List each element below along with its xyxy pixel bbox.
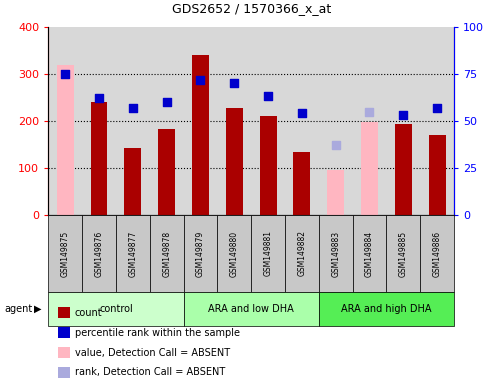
Bar bbox=[260, 116, 276, 215]
Text: count: count bbox=[75, 308, 102, 318]
Bar bbox=[125, 148, 142, 215]
Text: control: control bbox=[99, 304, 133, 314]
Bar bbox=[361, 122, 378, 215]
Text: GSM149886: GSM149886 bbox=[433, 230, 441, 276]
Point bbox=[433, 105, 441, 111]
Text: ARA and high DHA: ARA and high DHA bbox=[341, 304, 432, 314]
Text: GSM149876: GSM149876 bbox=[95, 230, 103, 276]
Text: GSM149883: GSM149883 bbox=[331, 230, 340, 276]
Bar bbox=[91, 102, 108, 215]
Point bbox=[332, 142, 340, 149]
Text: GSM149882: GSM149882 bbox=[298, 230, 306, 276]
Point bbox=[95, 95, 103, 101]
Text: GSM149875: GSM149875 bbox=[61, 230, 70, 276]
Text: ARA and low DHA: ARA and low DHA bbox=[208, 304, 294, 314]
Bar bbox=[57, 65, 74, 215]
Text: GSM149877: GSM149877 bbox=[128, 230, 137, 276]
Bar bbox=[158, 129, 175, 215]
Text: GSM149884: GSM149884 bbox=[365, 230, 374, 276]
Text: GSM149885: GSM149885 bbox=[399, 230, 408, 276]
Text: ▶: ▶ bbox=[34, 304, 42, 314]
Text: GSM149880: GSM149880 bbox=[230, 230, 239, 276]
Point bbox=[163, 99, 170, 105]
Point bbox=[230, 80, 238, 86]
Bar bbox=[395, 124, 412, 215]
Bar bbox=[327, 170, 344, 215]
Bar bbox=[192, 55, 209, 215]
Bar bbox=[428, 135, 445, 215]
Bar bbox=[294, 152, 311, 215]
Text: GSM149878: GSM149878 bbox=[162, 230, 171, 276]
Point bbox=[264, 93, 272, 99]
Point bbox=[298, 110, 306, 116]
Point bbox=[197, 76, 204, 83]
Point bbox=[61, 71, 69, 77]
Text: rank, Detection Call = ABSENT: rank, Detection Call = ABSENT bbox=[75, 367, 225, 377]
Text: GSM149881: GSM149881 bbox=[264, 230, 272, 276]
Text: percentile rank within the sample: percentile rank within the sample bbox=[75, 328, 240, 338]
Bar bbox=[226, 108, 242, 215]
Point bbox=[366, 109, 373, 115]
Point bbox=[129, 105, 137, 111]
Text: agent: agent bbox=[5, 304, 33, 314]
Point bbox=[399, 112, 407, 118]
Text: GSM149879: GSM149879 bbox=[196, 230, 205, 276]
Text: value, Detection Call = ABSENT: value, Detection Call = ABSENT bbox=[75, 348, 230, 358]
Text: GDS2652 / 1570366_x_at: GDS2652 / 1570366_x_at bbox=[171, 2, 331, 15]
